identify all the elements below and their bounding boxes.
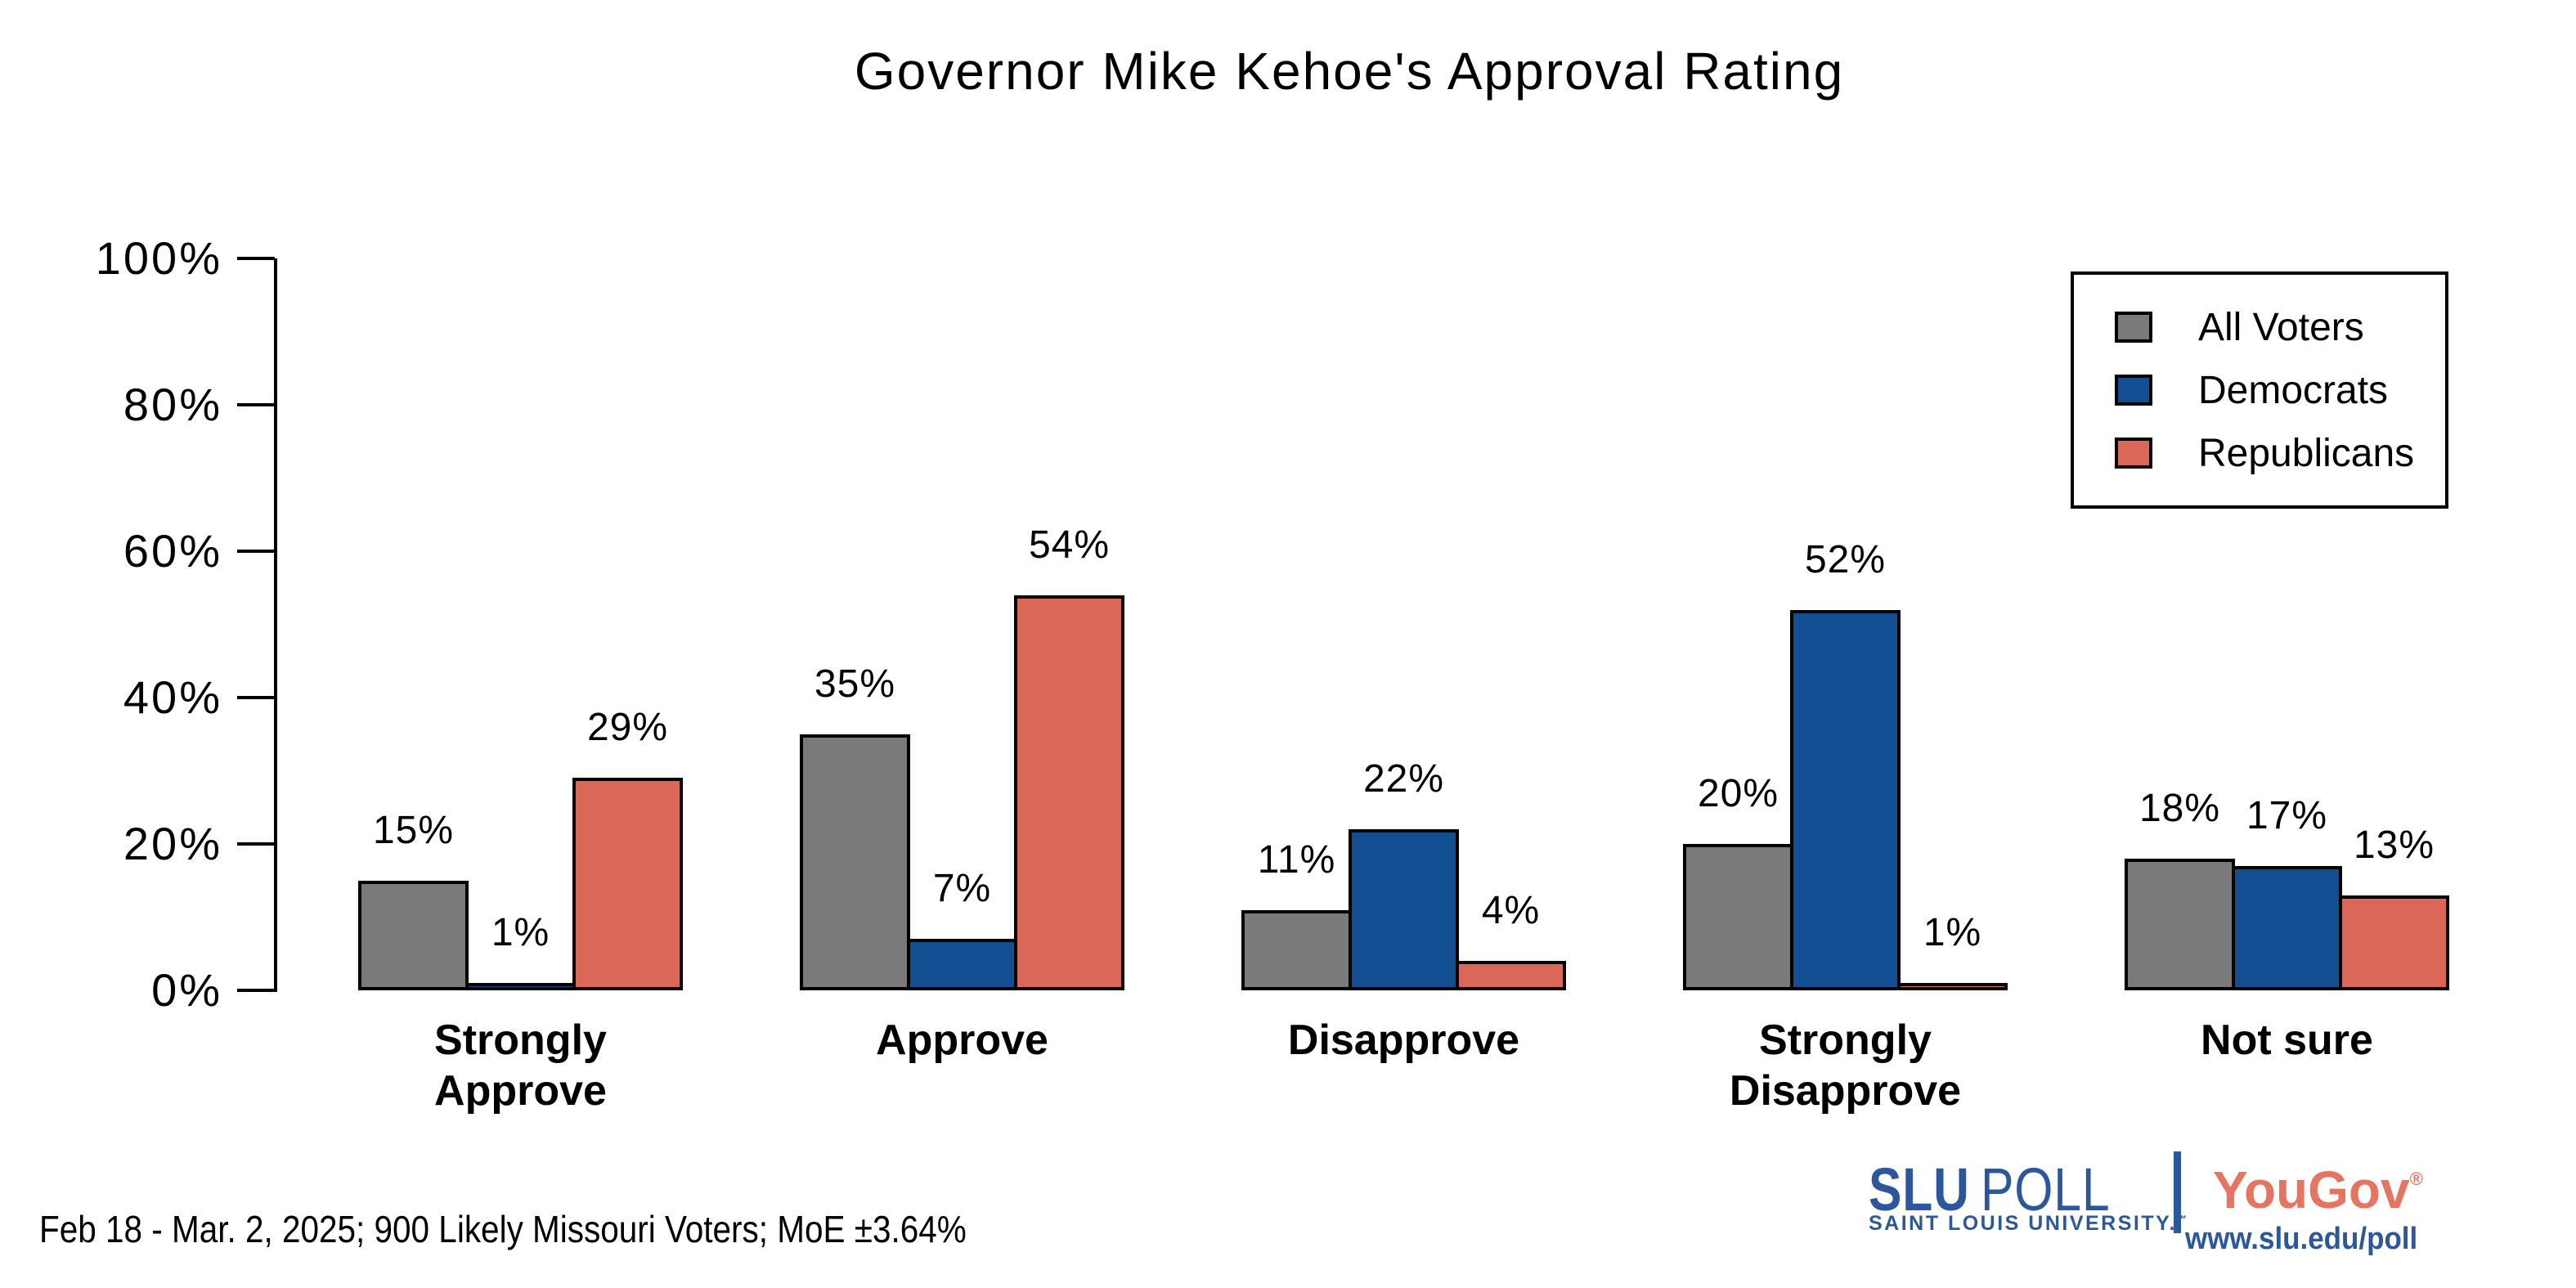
bar-value-label: 1% xyxy=(1923,911,1982,954)
bar-value-label: 1% xyxy=(491,911,550,954)
bar-republicans-strongly-disapprove xyxy=(1897,983,2008,990)
bar-value-label: 20% xyxy=(1697,772,1779,815)
poll-url: www.slu.edu/poll xyxy=(2185,1222,2418,1256)
bar-value-label: 11% xyxy=(1257,837,1336,882)
bar-value-label: 52% xyxy=(1804,537,1887,581)
bar-all-voters-strongly-approve xyxy=(358,880,469,990)
y-axis-tick-label: 100% xyxy=(95,232,222,284)
bar-republicans-strongly-approve xyxy=(572,778,683,990)
x-axis-category-label: Strongly Disapprove xyxy=(1729,1016,1962,1115)
bar-democrats-strongly-disapprove xyxy=(1790,609,1901,990)
legend-item-all-voters: All Voters xyxy=(2115,305,2445,350)
bar-value-label: 22% xyxy=(1362,757,1445,801)
bar-value-label: 54% xyxy=(1028,523,1111,567)
x-axis-category-label: Not sure xyxy=(2201,1016,2373,1064)
slu-poll-logo: SLU POLL xyxy=(1869,1155,2110,1224)
yougov-logo: YouGov® xyxy=(2213,1160,2423,1220)
plot-area: 0% 20% 40% 60% 80% 100% 15% 1% 29% Strongly Approv… xyxy=(0,232,2576,1115)
bar-republicans-disapprove xyxy=(1456,961,1566,990)
y-axis-tick-label: 60% xyxy=(123,525,222,577)
bar-all-voters-disapprove xyxy=(1241,909,1352,990)
bar-value-label: 7% xyxy=(932,867,992,911)
legend-swatch-democrats xyxy=(2115,375,2152,406)
slu-university-wordmark: SAINT LOUIS UNIVERSITY.™ xyxy=(1869,1212,2188,1236)
y-axis-line xyxy=(274,258,277,992)
yougov-text: YouGov xyxy=(2213,1160,2410,1219)
x-axis-category-label: Strongly Approve xyxy=(434,1016,607,1115)
y-axis-tick-label: 40% xyxy=(123,671,222,723)
legend-item-republicans: Republicans xyxy=(2115,431,2445,476)
bar-all-voters-approve xyxy=(800,734,910,990)
bar-democrats-not-sure xyxy=(2232,865,2342,990)
legend: All Voters Democrats Republicans xyxy=(2071,272,2448,509)
bar-democrats-strongly-approve xyxy=(465,983,576,990)
bar-value-label: 18% xyxy=(2138,786,2221,830)
slu-university-text: SAINT LOUIS UNIVERSITY. xyxy=(1869,1212,2177,1235)
bar-republicans-not-sure xyxy=(2339,895,2449,990)
bar-value-label: 17% xyxy=(2246,793,2328,837)
footnote: Feb 18 - Mar. 2, 2025; 900 Likely Missou… xyxy=(39,1208,967,1250)
legend-swatch-all-voters xyxy=(2115,312,2152,343)
y-axis-tick xyxy=(237,842,275,846)
chart-title: Governor Mike Kehoe's Approval Rating xyxy=(854,42,1845,101)
bar-democrats-approve xyxy=(907,939,1017,990)
x-axis-category-label: Disapprove xyxy=(1287,1016,1520,1064)
legend-label: All Voters xyxy=(2198,305,2364,349)
y-axis-tick xyxy=(237,989,275,992)
bar-value-label: 4% xyxy=(1481,889,1541,933)
y-axis-tick xyxy=(237,550,275,553)
logo-divider xyxy=(2174,1151,2181,1233)
y-axis-tick xyxy=(237,403,275,406)
bar-value-label: 29% xyxy=(586,706,669,750)
legend-swatch-republicans xyxy=(2115,438,2152,469)
bar-democrats-disapprove xyxy=(1349,829,1459,990)
y-axis-tick xyxy=(237,696,275,699)
slu-poll-logo-poll: POLL xyxy=(1980,1156,2111,1223)
y-axis-tick-label: 0% xyxy=(151,964,222,1016)
registered-symbol: ® xyxy=(2409,1169,2423,1189)
bar-all-voters-not-sure xyxy=(2125,858,2235,990)
bar-value-label: 15% xyxy=(372,808,455,852)
legend-label: Democrats xyxy=(2198,368,2389,412)
legend-label: Republicans xyxy=(2198,431,2415,475)
bar-all-voters-strongly-disapprove xyxy=(1683,844,1793,990)
slu-poll-logo-slu: SLU xyxy=(1869,1156,1970,1223)
bar-republicans-approve xyxy=(1014,595,1124,990)
bar-value-label: 35% xyxy=(814,662,896,706)
bar-value-label: 13% xyxy=(2353,823,2435,867)
x-axis-category-label: Approve xyxy=(876,1016,1048,1064)
y-axis-tick-label: 80% xyxy=(123,379,222,430)
y-axis-tick xyxy=(237,257,275,261)
legend-item-democrats: Democrats xyxy=(2115,368,2445,413)
y-axis-tick-label: 20% xyxy=(123,818,222,869)
